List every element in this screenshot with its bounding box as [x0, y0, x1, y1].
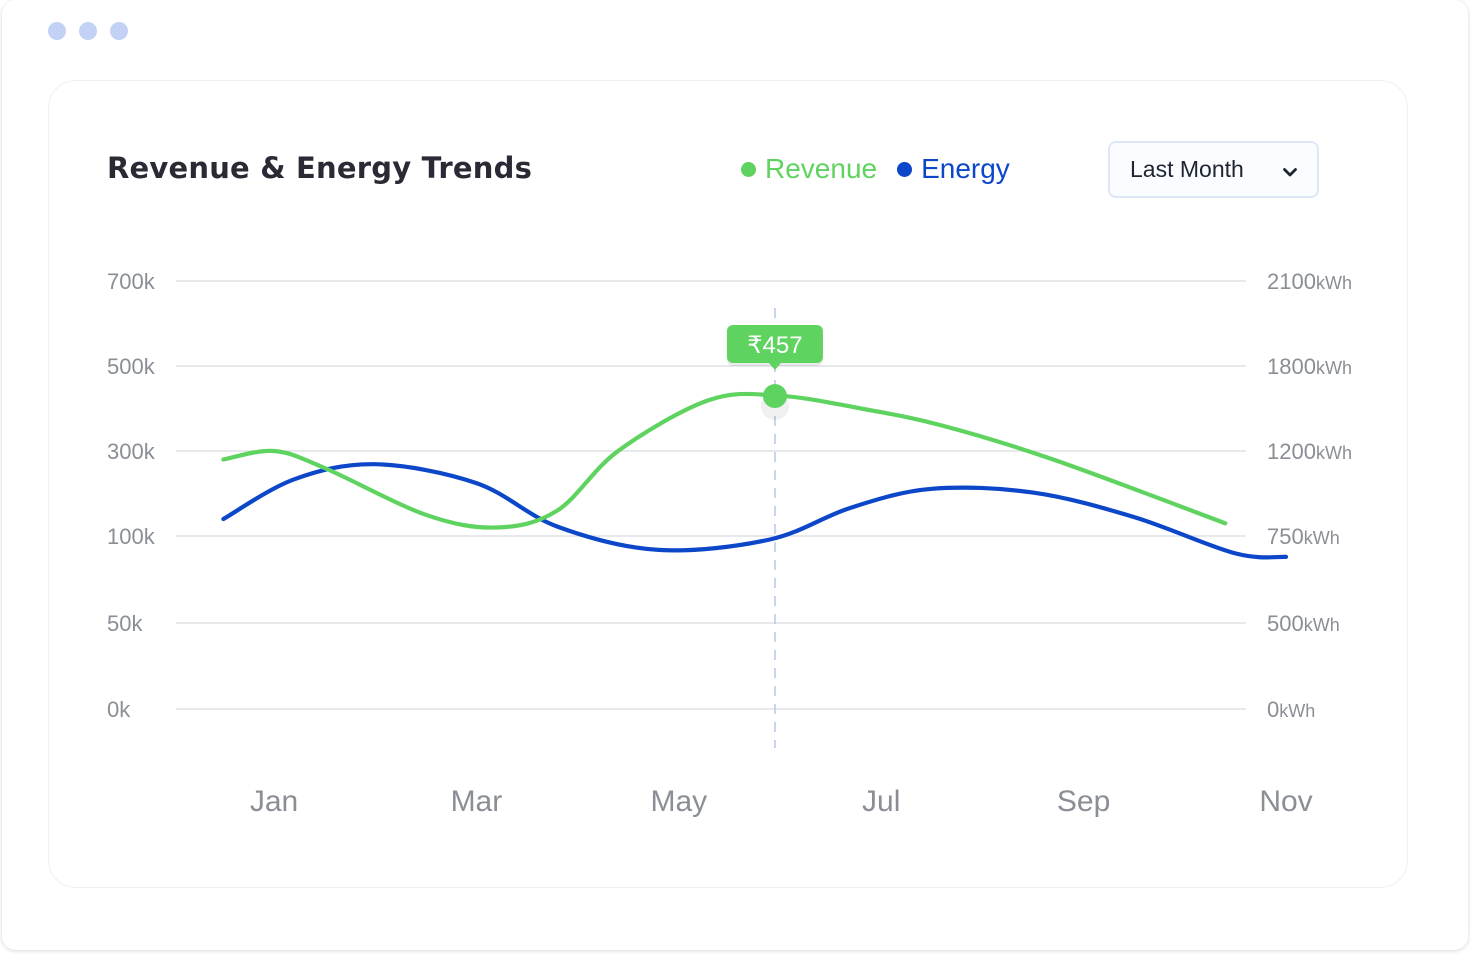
highlight-point [762, 384, 787, 409]
window-dot[interactable] [79, 22, 97, 40]
y-left-tick-label: 0k [107, 697, 131, 722]
y-left-tick-label: 300k [107, 439, 156, 464]
legend-label-energy: Energy [921, 153, 1010, 184]
y-right-tick-label: 2100kWh [1267, 269, 1352, 294]
period-select-value: Last Month [1130, 156, 1244, 182]
legend-swatch-revenue [741, 161, 756, 177]
card-title: Revenue & Energy Trends [107, 151, 533, 185]
tooltip-box [726, 325, 823, 363]
y-right-tick-label: 0kWh [1267, 697, 1315, 722]
window-dot[interactable] [48, 22, 66, 40]
y-left-tick-label: 700k [107, 269, 156, 294]
x-tick-label: Jan [250, 785, 298, 818]
window-dot[interactable] [110, 22, 128, 40]
tooltip-label: ₹457 [747, 332, 802, 359]
y-right-tick-label: 750kWh [1267, 524, 1340, 549]
y-right-tick-label: 1800kWh [1267, 354, 1352, 379]
chevron-down-icon [1281, 160, 1299, 187]
window-controls [48, 22, 128, 40]
tooltip-pointer [768, 363, 781, 370]
legend-item-revenue[interactable]: Revenue [741, 153, 877, 185]
chart-card: Revenue & Energy Trends Revenue Energy L… [48, 80, 1408, 888]
x-tick-label: May [650, 785, 707, 818]
y-right-tick-label: 1200kWh [1267, 439, 1352, 464]
x-tick-label: Nov [1259, 785, 1312, 818]
series-line-energy [221, 462, 1289, 560]
legend-item-energy[interactable]: Energy [897, 153, 1010, 185]
y-left-tick-label: 50k [107, 611, 143, 636]
x-tick-label: Mar [451, 785, 503, 818]
legend-swatch-energy [897, 161, 913, 177]
x-tick-label: Sep [1057, 785, 1110, 818]
chart-legend: Revenue Energy [741, 153, 1010, 185]
x-tick-label: Jul [862, 785, 900, 818]
tooltip: ₹457 [726, 325, 823, 370]
y-left-tick-label: 500k [107, 354, 156, 379]
series-line-revenue [221, 391, 1228, 530]
period-select[interactable]: Last Month [1108, 141, 1319, 198]
y-left-tick-label: 100k [107, 524, 156, 549]
legend-label-revenue: Revenue [765, 153, 878, 184]
y-right-tick-label: 500kWh [1267, 611, 1340, 636]
grid-lines [176, 280, 1246, 710]
